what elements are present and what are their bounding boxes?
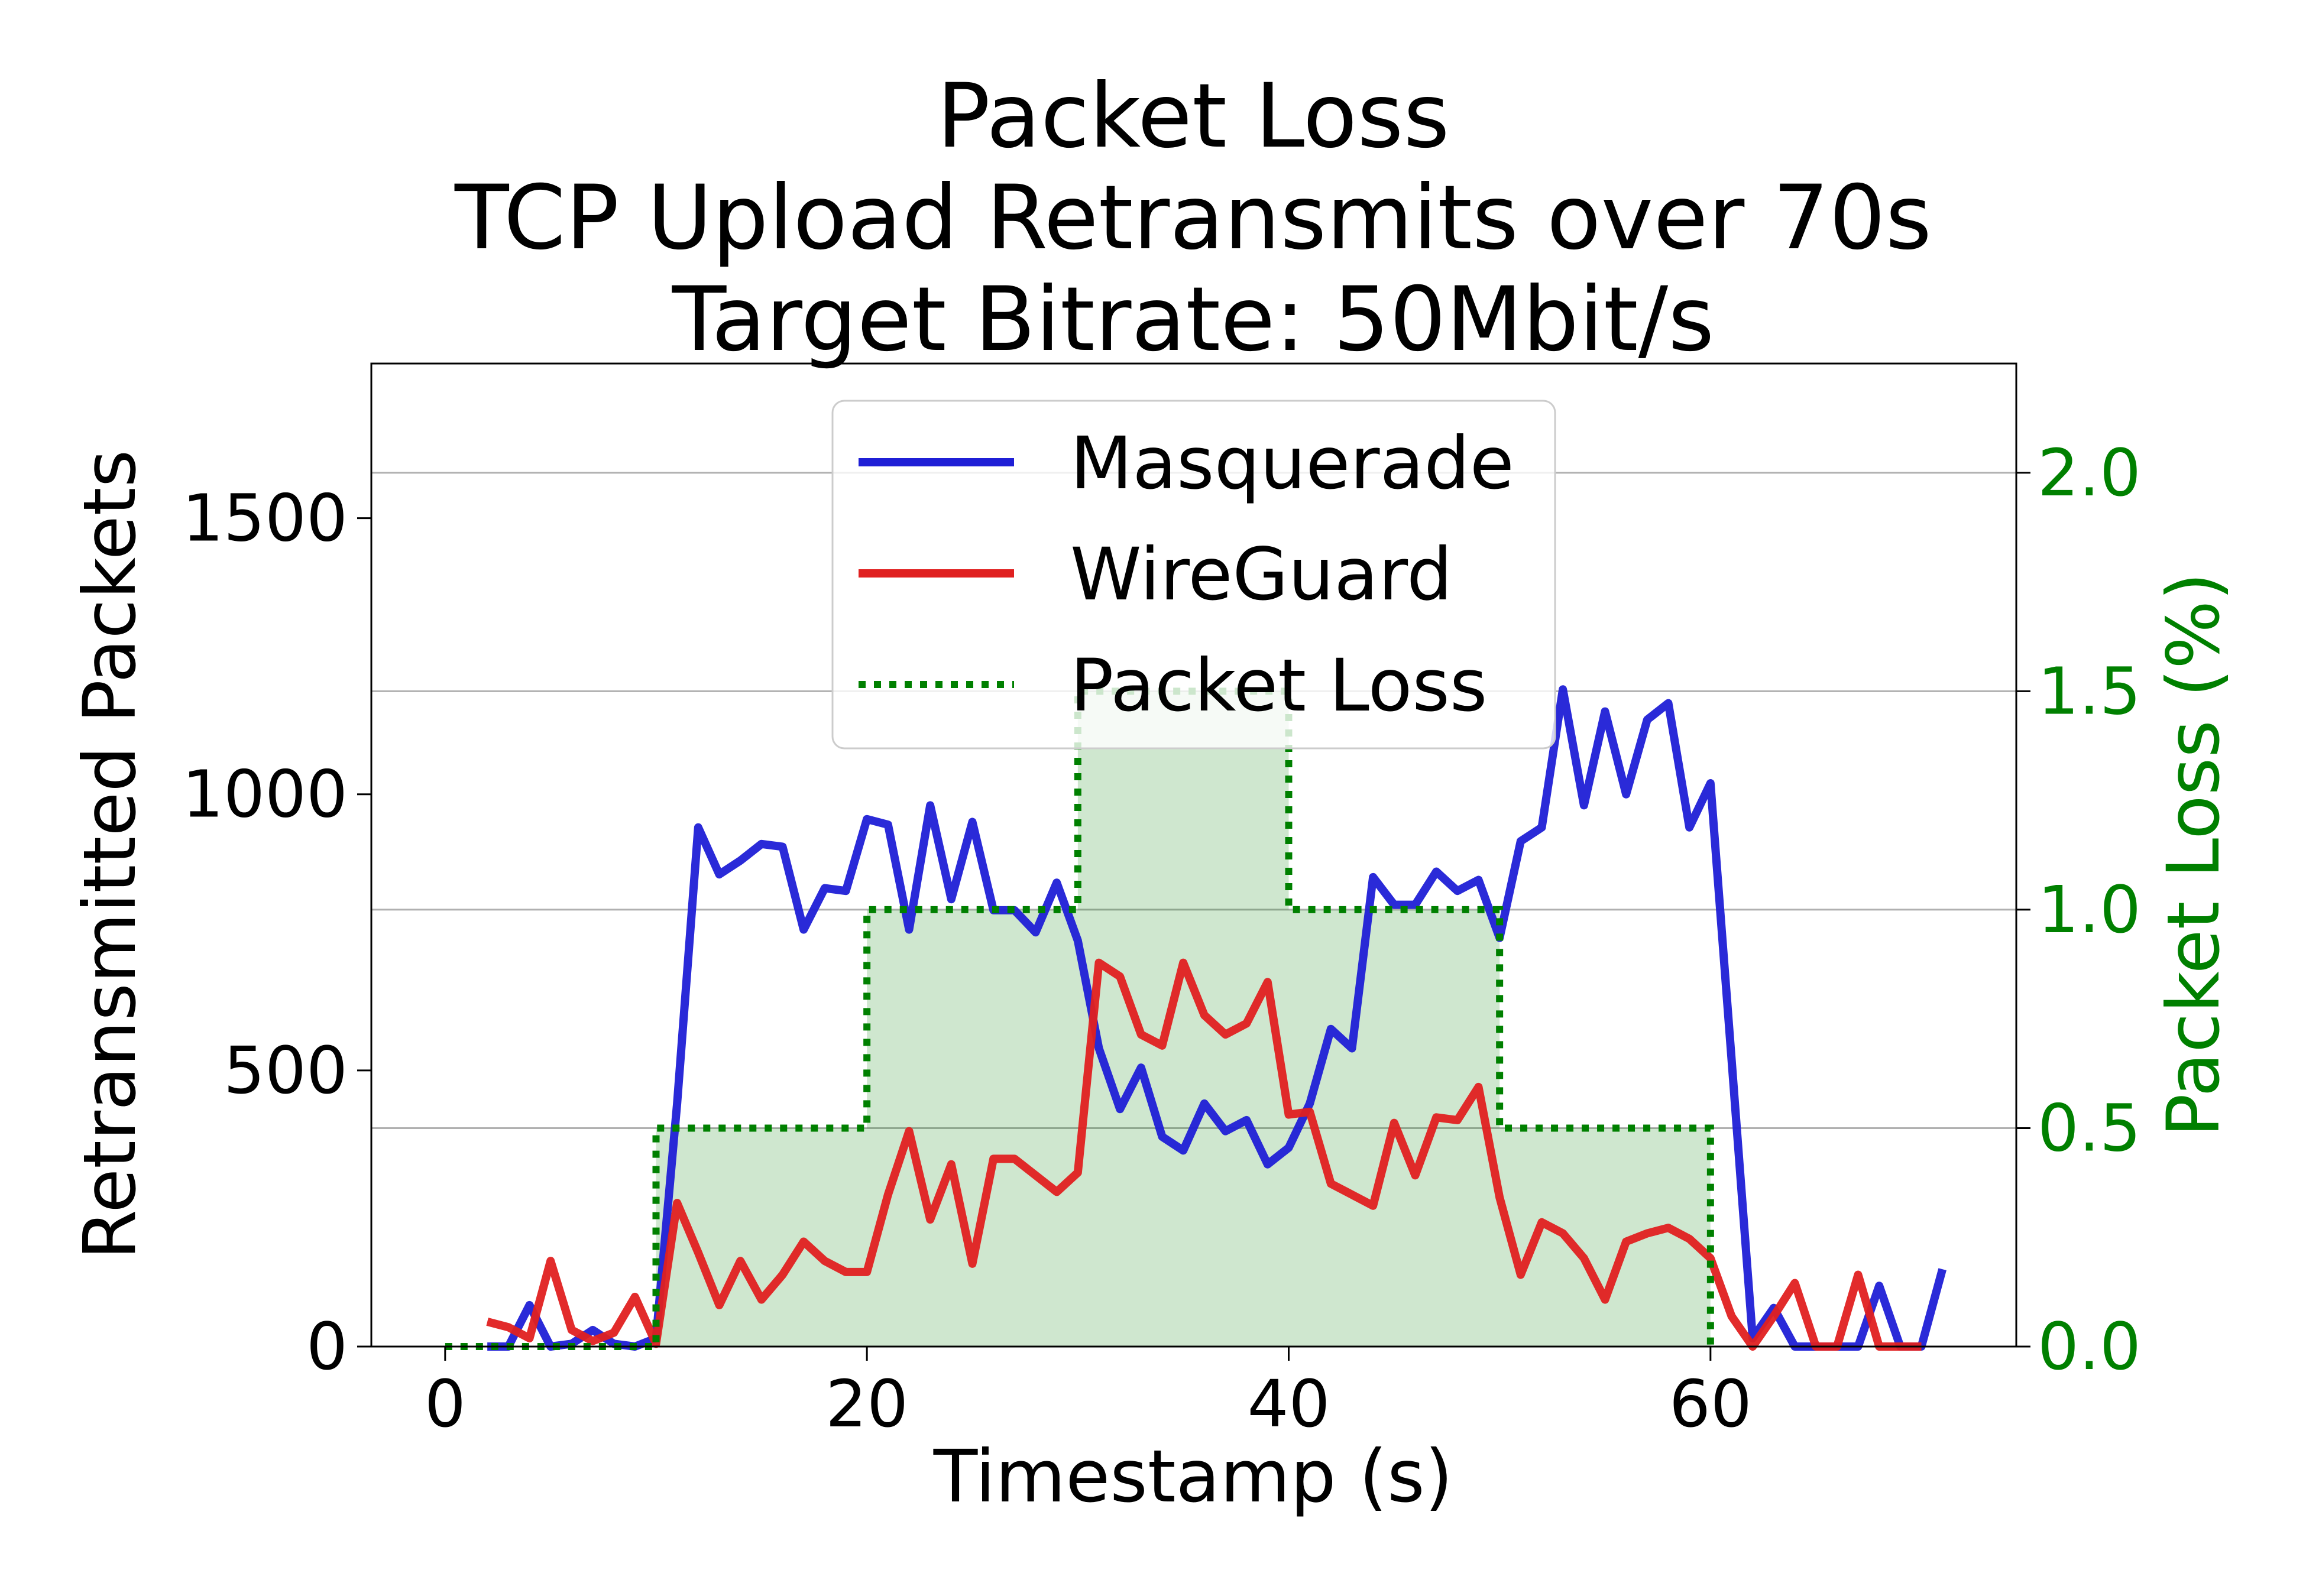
y-right-tick-label: 1.0 [2038,872,2141,948]
plot-frame [370,362,2017,1348]
y-axis-left: 0 500 1000 1500 [182,481,371,1384]
y-right-tick-label: 2.0 [2038,435,2141,511]
y-axis-right: 0.0 0.5 1.0 1.5 2.0 [2016,435,2141,1384]
legend-label: Packet Loss [1070,644,1488,728]
legend-label: WireGuard [1070,533,1452,617]
packet-loss-fill [445,691,1711,1347]
packet-loss-area [445,691,1711,1347]
x-tick-label: 40 [1248,1366,1330,1442]
series-line-masquerade [487,685,1947,1351]
x-tick-label: 0 [425,1366,466,1442]
x-axis: 0 20 40 60 [425,1347,1752,1442]
series-line-wireguard [486,958,1922,1351]
y-right-tick-label: 1.5 [2038,653,2141,729]
y-right-tick-label: 0.5 [2038,1090,2141,1166]
y-tick-label: 1500 [182,481,348,556]
y-axis-label: Retransmitted Packets [68,450,152,1260]
title-line-2: TCP Upload Retransmits over 70s [454,167,1932,270]
x-tick-label: 20 [825,1366,908,1442]
legend-label: Masquerade [1070,421,1514,505]
chart-title: Packet Loss TCP Upload Retransmits over … [454,65,1932,371]
title-line-3: Target Bitrate: 50Mbit/s [672,268,1715,371]
y-axis-right-label: Packet Loss (%) [2152,572,2236,1137]
legend-box [831,400,1556,750]
y-tick-label: 500 [224,1033,348,1108]
y-tick-label: 0 [306,1309,348,1384]
y-right-tick-label: 0.0 [2038,1309,2141,1384]
x-axis-label: Timestamp (s) [933,1435,1453,1519]
y-tick-label: 1000 [182,757,348,832]
x-tick-label: 60 [1669,1366,1752,1442]
title-line-1: Packet Loss [937,65,1449,168]
legend: Masquerade WireGuard Packet Loss [831,400,1556,750]
series-lines [486,685,1947,1351]
